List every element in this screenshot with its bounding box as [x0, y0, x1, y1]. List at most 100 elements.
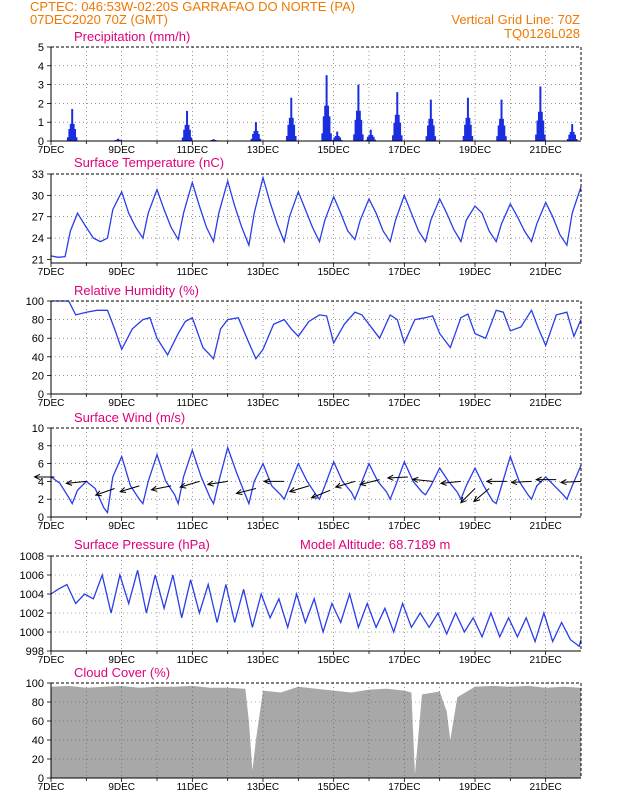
pres-series-line	[50, 570, 582, 648]
precip-bar	[399, 122, 402, 141]
cloud-xtick-label: 17DEC	[388, 782, 420, 793]
temp-xtick-label: 11DEC	[177, 267, 209, 278]
wind-arrow	[95, 488, 115, 496]
wind-arrow	[236, 488, 257, 494]
precip-bar	[371, 134, 374, 141]
cloud-xtick-label: 19DEC	[459, 782, 491, 793]
rh-xtick-label: 21DEC	[530, 398, 562, 409]
precip-ytick-label: 3	[38, 80, 44, 92]
precip-bar	[466, 97, 469, 141]
pres-ytick-label: 1008	[20, 551, 44, 563]
wind-ytick-label: 10	[32, 423, 44, 435]
precip-bar	[360, 119, 363, 141]
precip-bar	[331, 139, 334, 141]
temp-xtick-label: 21DEC	[530, 267, 562, 278]
precip-bar	[497, 125, 500, 141]
cloud-xtick-label: 13DEC	[247, 782, 279, 793]
precip-bar	[393, 122, 396, 141]
wind-arrow-head	[65, 479, 73, 486]
precip-bar	[291, 117, 294, 141]
precip-bar	[503, 125, 506, 141]
pres-ytick-label: 1000	[20, 627, 44, 639]
precip-bar	[213, 139, 216, 141]
temp-ytick-label: 21	[32, 254, 44, 266]
precip-bar	[392, 135, 395, 141]
cloud-ytick-label: 40	[32, 735, 44, 747]
rh-xtick-label: 11DEC	[177, 398, 209, 409]
precip-xtick-label: 21DEC	[530, 145, 562, 156]
precip-bar	[290, 97, 293, 141]
precip-bar	[431, 118, 434, 141]
rh-title: Relative Humidity (%)	[74, 283, 199, 298]
wind-panel: Surface Wind (m/s) 0 2 4 6 8 10 7DEC 9DEC 11DEC 13…	[32, 410, 582, 532]
rh-panel: Relative Humidity (%) 0 20 40 60 80 100 7DEC 9DE…	[26, 283, 582, 409]
precip-bar	[75, 137, 78, 141]
precip-bar	[539, 86, 542, 141]
precip-bar	[464, 124, 467, 141]
precip-bar	[540, 111, 543, 141]
wind-arrow-head	[485, 478, 493, 485]
temp-xtick-label: 9DEC	[108, 267, 135, 278]
precip-xtick-label: 13DEC	[247, 145, 279, 156]
precip-bar	[254, 122, 257, 141]
precip-bar	[288, 117, 291, 141]
precip-bar	[428, 118, 431, 141]
header: CPTEC: 046:53W-02:20S GARRAFAO DO NORTE …	[0, 0, 618, 48]
temp-xtick-label: 7DEC	[38, 267, 65, 278]
wind-xtick-label: 11DEC	[177, 521, 209, 532]
pres-xtick-label: 13DEC	[247, 655, 279, 666]
pres-xtick-label: 21DEC	[530, 655, 562, 666]
precip-title: Precipitation (mm/h)	[74, 29, 190, 44]
pres-ytick-label: 1006	[20, 570, 44, 582]
wind-arrow-head	[206, 480, 214, 487]
wind-arrow	[180, 480, 200, 488]
wind-arrow	[440, 480, 461, 484]
precip-ytick-label: 5	[38, 42, 44, 54]
precip-bar	[400, 135, 403, 141]
wind-arrow	[473, 488, 490, 502]
precip-bar	[355, 110, 358, 141]
precip-bar	[333, 137, 336, 141]
run-date: 07DEC2020 70Z (GMT)	[30, 12, 168, 27]
precip-bar	[396, 92, 399, 141]
precip-bar	[340, 139, 343, 141]
wind-arrow	[289, 485, 310, 493]
cloud-ytick-label: 20	[32, 754, 44, 766]
precip-bar	[361, 134, 364, 141]
temp-title: Surface Temperature (nC)	[74, 155, 224, 170]
wind-xtick-label: 21DEC	[530, 521, 562, 532]
precip-bar	[259, 138, 262, 141]
rh-ytick-label: 0	[38, 389, 44, 401]
precip-ytick-label: 1	[38, 117, 44, 129]
precip-bar	[566, 139, 569, 141]
wind-arrow	[387, 476, 408, 479]
precip-bar	[117, 138, 120, 141]
rh-series-line	[51, 300, 582, 361]
precip-bar	[500, 99, 503, 141]
rh-xtick-label: 9DEC	[108, 398, 135, 409]
wind-series-line	[50, 445, 582, 515]
precip-xtick-label: 15DEC	[318, 145, 350, 156]
rh-ytick-label: 60	[32, 333, 44, 345]
temp-ytick-label: 27	[32, 212, 44, 224]
rh-ytick-label: 100	[26, 296, 44, 308]
wind-arrow	[511, 480, 532, 483]
pres-ytick-label: 998	[26, 646, 44, 658]
precip-panel: Precipitation (mm/h) 0 1 2 3 4 5 7DEC 9DEC 11DEC 1…	[38, 29, 582, 156]
precip-bar	[429, 99, 432, 141]
pres-title: Surface Pressure (hPa)	[74, 537, 210, 552]
wind-arrow	[460, 488, 476, 504]
precip-bar	[543, 134, 546, 141]
precip-bar	[536, 120, 539, 141]
precip-bar	[329, 133, 332, 141]
wind-ytick-label: 2	[38, 494, 44, 506]
precip-bar	[372, 136, 375, 141]
temp-panel: Surface Temperature (nC) 21 24 27 30 33 7DEC 9D…	[32, 155, 582, 278]
precip-bar	[575, 139, 578, 141]
precip-ytick-label: 4	[38, 61, 44, 73]
precip-bar	[118, 139, 121, 141]
precip-bar	[337, 135, 340, 141]
cloud-title: Cloud Cover (%)	[74, 665, 170, 680]
wind-arrow-head	[310, 492, 318, 499]
precip-bar	[250, 138, 253, 141]
